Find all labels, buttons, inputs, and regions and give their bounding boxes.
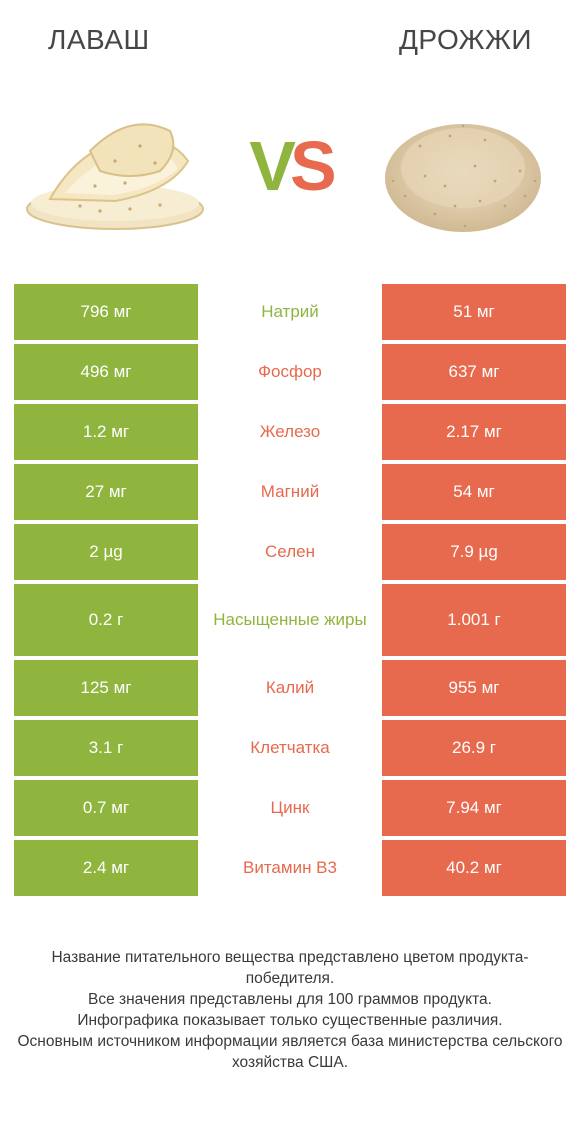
nutrient-label: Железо bbox=[198, 404, 382, 460]
left-value: 3.1 г bbox=[14, 720, 198, 776]
nutrient-label: Натрий bbox=[198, 284, 382, 340]
table-row: 125 мгКалий955 мг bbox=[14, 660, 566, 716]
right-value: 7.94 мг bbox=[382, 780, 566, 836]
right-value: 637 мг bbox=[382, 344, 566, 400]
left-value: 496 мг bbox=[14, 344, 198, 400]
table-row: 2.4 мгВитамин B340.2 мг bbox=[14, 840, 566, 896]
nutrient-label: Цинк bbox=[198, 780, 382, 836]
infographic-root: ЛАВАШ ДРОЖЖИ V S bbox=[0, 0, 580, 1074]
nutrient-label: Витамин B3 bbox=[198, 840, 382, 896]
nutrient-label: Магний bbox=[198, 464, 382, 520]
right-value: 1.001 г bbox=[382, 584, 566, 656]
footer-notes: Название питательного вещества представл… bbox=[0, 900, 580, 1074]
table-row: 0.2 гНасыщенные жиры1.001 г bbox=[14, 584, 566, 656]
right-value: 54 мг bbox=[382, 464, 566, 520]
right-value: 2.17 мг bbox=[382, 404, 566, 460]
left-value: 796 мг bbox=[14, 284, 198, 340]
footer-line: Инфографика показывает только существенн… bbox=[16, 1011, 564, 1032]
right-value: 955 мг bbox=[382, 660, 566, 716]
left-value: 0.7 мг bbox=[14, 780, 198, 836]
table-row: 496 мгФосфор637 мг bbox=[14, 344, 566, 400]
yeast-image bbox=[365, 81, 560, 251]
table-row: 0.7 мгЦинк7.94 мг bbox=[14, 780, 566, 836]
footer-line: Все значения представлены для 100 граммо… bbox=[16, 990, 564, 1011]
right-value: 7.9 µg bbox=[382, 524, 566, 580]
left-value: 2 µg bbox=[14, 524, 198, 580]
vs-label: V S bbox=[249, 131, 330, 201]
nutrient-label: Клетчатка bbox=[198, 720, 382, 776]
nutrient-label: Селен bbox=[198, 524, 382, 580]
table-row: 27 мгМагний54 мг bbox=[14, 464, 566, 520]
table-row: 1.2 мгЖелезо2.17 мг bbox=[14, 404, 566, 460]
lavash-image bbox=[20, 81, 215, 251]
left-value: 125 мг bbox=[14, 660, 198, 716]
comparison-table: 796 мгНатрий51 мг496 мгФосфор637 мг1.2 м… bbox=[14, 284, 566, 896]
title-right: ДРОЖЖИ bbox=[399, 24, 532, 56]
left-value: 2.4 мг bbox=[14, 840, 198, 896]
header: ЛАВАШ ДРОЖЖИ bbox=[0, 0, 580, 66]
hero-row: V S bbox=[0, 66, 580, 276]
nutrient-label: Калий bbox=[198, 660, 382, 716]
table-row: 2 µgСелен7.9 µg bbox=[14, 524, 566, 580]
left-value: 1.2 мг bbox=[14, 404, 198, 460]
nutrient-label: Насыщенные жиры bbox=[198, 584, 382, 656]
table-row: 3.1 гКлетчатка26.9 г bbox=[14, 720, 566, 776]
right-value: 26.9 г bbox=[382, 720, 566, 776]
vs-s: S bbox=[290, 131, 331, 201]
left-value: 27 мг bbox=[14, 464, 198, 520]
vs-v: V bbox=[249, 131, 290, 201]
table-row: 796 мгНатрий51 мг bbox=[14, 284, 566, 340]
left-value: 0.2 г bbox=[14, 584, 198, 656]
title-left: ЛАВАШ bbox=[48, 24, 150, 56]
right-value: 51 мг bbox=[382, 284, 566, 340]
right-value: 40.2 мг bbox=[382, 840, 566, 896]
nutrient-label: Фосфор bbox=[198, 344, 382, 400]
footer-line: Название питательного вещества представл… bbox=[16, 948, 564, 990]
footer-line: Основным источником информации является … bbox=[16, 1032, 564, 1074]
